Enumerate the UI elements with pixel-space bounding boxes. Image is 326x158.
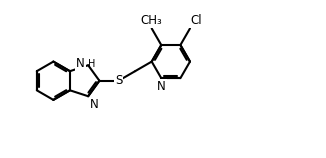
Text: H: H (88, 58, 95, 69)
Text: Cl: Cl (190, 14, 201, 27)
Text: N: N (157, 80, 166, 93)
Text: S: S (115, 74, 122, 87)
Text: N: N (90, 98, 99, 111)
Text: N: N (76, 57, 85, 70)
Text: CH₃: CH₃ (141, 14, 163, 27)
